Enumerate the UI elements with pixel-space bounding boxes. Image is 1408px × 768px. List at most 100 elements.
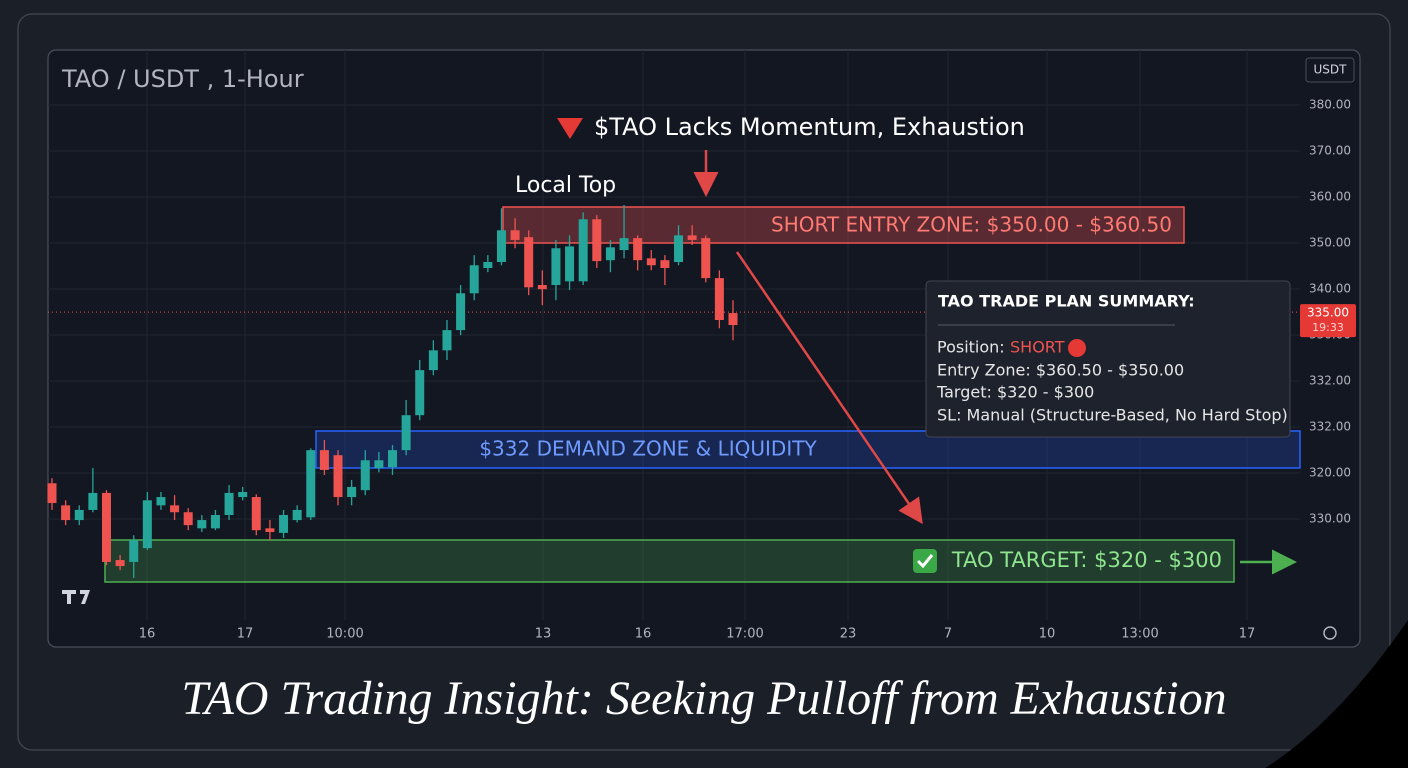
candle-body	[510, 230, 520, 240]
summary-line: SL: Manual (Structure-Based, No Hard Sto…	[937, 406, 1288, 425]
y-tick-label: 350.00	[1309, 236, 1351, 250]
candle-body	[333, 455, 343, 498]
candle-body	[306, 450, 316, 518]
candles	[47, 204, 738, 579]
candle-body	[74, 509, 84, 521]
candle-body	[524, 237, 534, 288]
last-price-box	[1300, 304, 1356, 338]
candle-body	[496, 230, 506, 263]
candle-body	[115, 560, 125, 567]
candle-body	[565, 246, 575, 282]
y-tick-label: 360.00	[1309, 190, 1351, 204]
logo	[62, 590, 90, 604]
chart-title: TAO / USDT , 1-Hour	[61, 65, 304, 93]
summary-position-label: Position:	[937, 338, 1005, 357]
candle-body	[319, 450, 329, 470]
short-zone	[502, 206, 1185, 244]
y-tick-label: 370.00	[1309, 144, 1351, 158]
y-tick-label: 320.00	[1309, 466, 1351, 480]
candle-body	[646, 258, 656, 266]
candle-body	[292, 509, 302, 521]
x-tick-label: 17	[237, 627, 254, 642]
check-mark	[916, 554, 934, 569]
settings-icon	[1323, 626, 1337, 640]
x-tick-label: 16	[635, 627, 652, 642]
down-triangle	[557, 118, 583, 139]
candle-body	[415, 370, 425, 416]
candle-body	[197, 520, 207, 529]
candle-body	[660, 260, 670, 269]
summary-position: SHORT	[1010, 338, 1065, 357]
candle-body	[224, 492, 234, 515]
x-tick-label: 17	[1239, 627, 1256, 642]
y-tick-label: 332.00	[1309, 420, 1351, 434]
candle-body	[701, 238, 711, 279]
candle-body	[251, 497, 261, 531]
candle-body	[401, 415, 411, 451]
x-tick-label: 13:00	[1121, 627, 1158, 642]
summary-panel	[925, 280, 1291, 438]
summary-title: TAO TRADE PLAN SUMMARY:	[938, 292, 1195, 311]
candle-body	[101, 492, 111, 562]
summary-line: Entry Zone: $360.50 - $350.00	[937, 361, 1184, 380]
candle-body	[156, 497, 166, 506]
candle-body	[483, 262, 493, 269]
candle-body	[88, 492, 98, 510]
x-tick-label: 23	[840, 627, 857, 642]
x-tick-label: 10	[1039, 627, 1056, 642]
candle-body	[265, 528, 275, 533]
candle-body	[47, 483, 57, 504]
candle-body	[578, 219, 588, 282]
currency: USDT	[1314, 63, 1348, 77]
candle-body	[592, 219, 602, 262]
caption: TAO Trading Insight: Seeking Pulloff fro…	[181, 672, 1226, 725]
x-tick-label: 16	[139, 627, 156, 642]
candle-body	[360, 460, 370, 491]
target-zone-label: TAO TARGET: $320 - $300	[951, 548, 1222, 572]
x-axis: 16 17 10:00 13 16 17:00 23 7 10 13:00 17	[139, 627, 1256, 642]
last-price-label: 335.00	[1307, 306, 1349, 320]
candle-body	[619, 238, 629, 251]
local-top-label: Local Top	[515, 173, 616, 198]
candle-body	[537, 285, 547, 290]
annotation: $TAO Lacks Momentum, Exhaustion	[594, 113, 1025, 141]
candle-body	[183, 512, 193, 526]
candle-body	[388, 450, 397, 468]
candle-body	[129, 540, 139, 562]
x-tick-label: 13	[535, 627, 552, 642]
red-dot	[1068, 339, 1086, 357]
candle-body	[674, 235, 684, 263]
candle-body	[728, 313, 738, 326]
y-axis: 380.00 370.00 360.00 350.00 340.00 330.00 332.…	[1300, 98, 1356, 526]
summary-line: Target: $320 - $300	[936, 383, 1094, 402]
candle-body	[374, 460, 384, 469]
y-tick-label: 332.00	[1309, 374, 1351, 388]
candle-body	[210, 514, 220, 529]
candle-body	[170, 505, 180, 513]
zones	[104, 206, 1301, 583]
x-tick-label: 10:00	[326, 627, 363, 642]
candle-body	[605, 247, 615, 261]
x-tick-label: 17:00	[726, 627, 763, 642]
candle-body	[442, 330, 452, 351]
candle-body	[347, 486, 357, 498]
x-tick-label: 7	[944, 627, 952, 642]
candle-body	[456, 293, 466, 331]
candle-body	[469, 265, 479, 294]
check-icon	[913, 549, 937, 573]
candle-body	[142, 500, 152, 549]
candle-body	[279, 514, 289, 533]
trend-arrow	[735, 251, 923, 525]
candle-body	[61, 505, 71, 521]
y-tick-label: 330.00	[1309, 512, 1351, 526]
candle-body	[551, 248, 561, 286]
candle-body	[633, 238, 643, 261]
candle-body	[714, 278, 724, 320]
currency-box	[1305, 57, 1355, 83]
y-tick-label: 340.00	[1309, 282, 1351, 296]
countdown: 19:33	[1312, 321, 1344, 334]
chart-panel	[47, 49, 1361, 648]
candle-body	[238, 492, 248, 498]
candle-body	[428, 350, 438, 371]
